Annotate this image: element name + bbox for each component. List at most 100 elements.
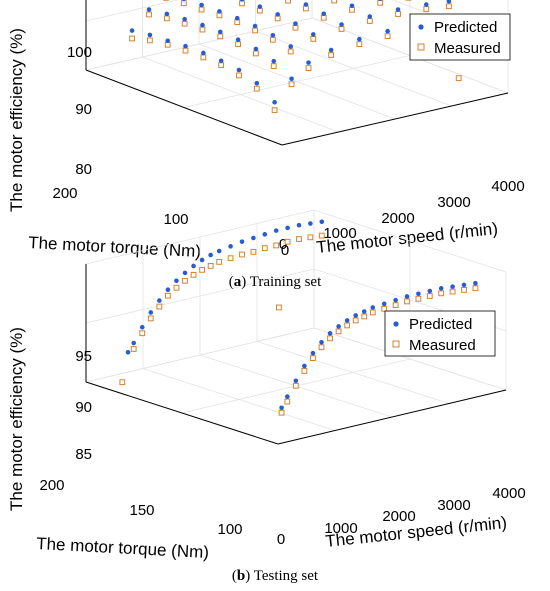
- measured-point: [236, 72, 242, 79]
- measured-point: [395, 11, 401, 17]
- chart-panel-a: 0 1000 2000 3000 4000 0 100 200 80 90 100 The motor…: [7, 0, 525, 261]
- predicted-point: [473, 280, 478, 286]
- predicted-point: [395, 7, 401, 12]
- measured-point: [239, 251, 245, 258]
- z-axis-label: The motor efficiency (%): [7, 28, 26, 212]
- measured-point: [269, 36, 276, 43]
- predicted-point: [353, 313, 359, 318]
- y-axis-line: [85, 381, 279, 445]
- measured-point: [235, 41, 242, 48]
- predicted-point: [182, 16, 187, 22]
- predicted-point: [381, 301, 387, 307]
- predicted-point: [228, 244, 233, 249]
- measured-point: [119, 379, 126, 386]
- measured-point: [274, 15, 281, 22]
- measured-point: [303, 5, 309, 12]
- z-tick-label: 80: [75, 161, 92, 178]
- measured-point: [327, 335, 333, 342]
- caption-b: (b) Testing set: [231, 568, 319, 584]
- predicted-point: [306, 60, 311, 65]
- predicted-point: [293, 378, 299, 384]
- measured-point: [198, 6, 205, 13]
- predicted-point: [257, 4, 263, 9]
- predicted-point: [327, 331, 333, 336]
- predicted-point: [357, 36, 362, 42]
- predicted-point: [361, 309, 367, 314]
- legend-measured-label: Measured: [434, 40, 501, 57]
- measured-point: [173, 284, 180, 291]
- measured-point: [287, 48, 294, 55]
- measured-point: [180, 0, 187, 7]
- y-tick-label: 150: [129, 502, 154, 519]
- measured-point: [310, 35, 317, 42]
- predicted-point: [239, 0, 245, 2]
- measured-point: [273, 242, 280, 249]
- predicted-point: [302, 363, 307, 369]
- predicted-point: [157, 298, 162, 303]
- x-tick-label: 3000: [437, 194, 470, 211]
- predicted-point: [235, 37, 241, 42]
- measured-point: [335, 328, 342, 335]
- measured-point: [147, 315, 154, 322]
- measured-point: [199, 266, 205, 273]
- predicted-point: [217, 9, 222, 14]
- measured-point: [438, 290, 445, 297]
- predicted-point: [319, 339, 324, 345]
- predicted-point: [438, 286, 444, 291]
- predicted-point: [217, 29, 223, 35]
- measured-point: [284, 238, 291, 245]
- measured-point: [318, 344, 325, 351]
- predicted-point: [164, 11, 170, 17]
- measured-point: [296, 236, 302, 242]
- predicted-point: [416, 291, 421, 297]
- caption-letter: a: [233, 274, 242, 290]
- predicted-point: [446, 0, 452, 4]
- predicted-point: [336, 324, 341, 329]
- predicted-point: [174, 278, 179, 284]
- measured-point: [331, 0, 338, 4]
- series-predicted: [125, 219, 478, 411]
- measured-point: [366, 18, 373, 24]
- series-measured: [119, 232, 479, 416]
- x-tick-label: 2000: [382, 508, 415, 525]
- y-tick-label: 200: [39, 477, 64, 494]
- measured-point: [445, 3, 452, 10]
- grid-line: [85, 209, 507, 273]
- x-tick-label: 0: [281, 242, 289, 259]
- measured-point: [344, 322, 351, 329]
- predicted-point: [423, 2, 429, 7]
- measured-point: [361, 313, 368, 320]
- predicted-point: [344, 318, 350, 323]
- measured-point: [130, 346, 137, 352]
- grid-line: [85, 17, 509, 94]
- measured-point: [216, 12, 223, 19]
- legend-measured-marker: [417, 43, 425, 51]
- measured-point: [384, 33, 391, 40]
- predicted-point: [148, 310, 154, 315]
- legend-box: [384, 310, 496, 357]
- measured-point: [182, 277, 188, 284]
- predicted-point: [254, 80, 260, 86]
- predicted-point: [201, 50, 206, 56]
- y-tick-label: 0: [279, 236, 287, 253]
- predicted-point: [216, 248, 222, 254]
- predicted-point: [239, 239, 245, 244]
- predicted-point: [271, 58, 277, 64]
- measured-point: [252, 27, 258, 34]
- measured-point: [253, 50, 259, 57]
- measured-point: [423, 6, 430, 12]
- measured-point: [301, 368, 308, 374]
- measured-point: [292, 382, 299, 389]
- legend: Predicted Measured: [409, 13, 511, 61]
- predicted-point: [310, 350, 316, 356]
- measured-point: [261, 245, 268, 252]
- predicted-point: [147, 32, 153, 38]
- predicted-point: [275, 12, 280, 17]
- predicted-point: [191, 263, 196, 269]
- predicted-point: [253, 46, 259, 52]
- predicted-point: [165, 38, 171, 44]
- x-tick-label: 3000: [437, 497, 470, 514]
- measured-point: [392, 302, 399, 309]
- x-tick-label: 1000: [324, 520, 357, 537]
- predicted-point: [218, 58, 224, 64]
